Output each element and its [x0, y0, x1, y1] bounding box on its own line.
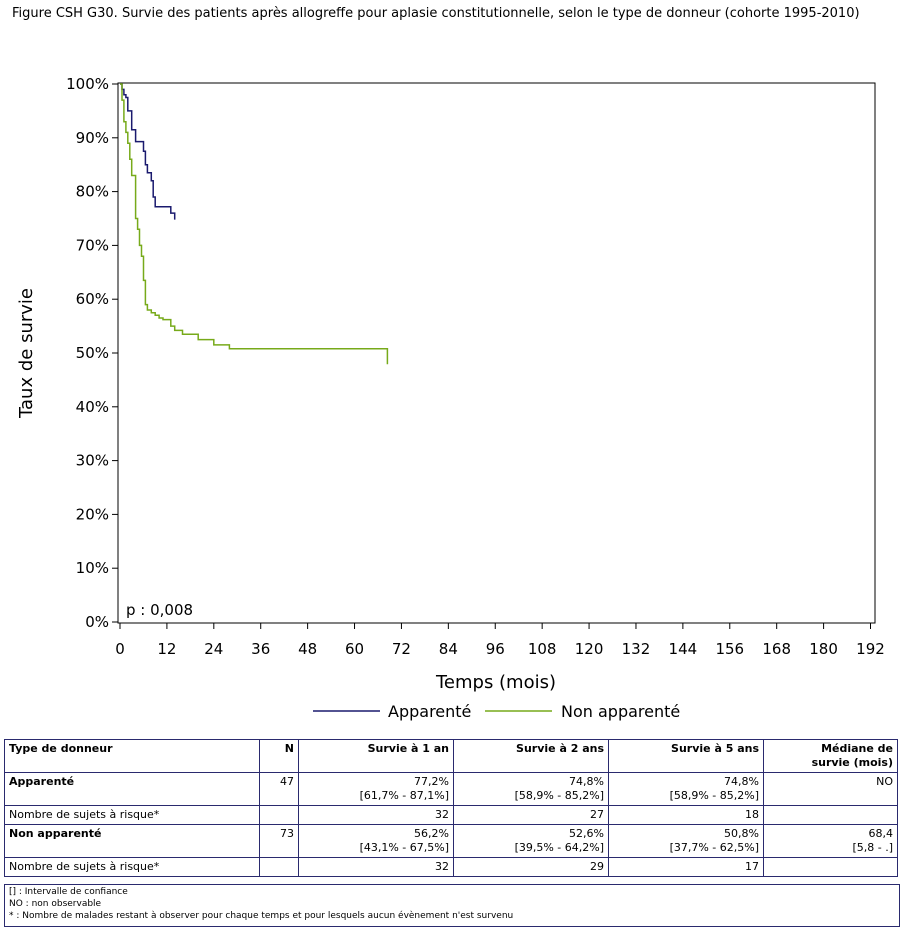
- plot-area: [117, 82, 876, 624]
- x-axis: 0 12 24 36 48 60 72 84 96 108 120 132 144 156 168 180 19…: [115, 623, 885, 658]
- empty-cell: [259, 805, 299, 825]
- series-line-2: [120, 83, 389, 365]
- table-header-row: Type de donneur N Survie à 1 an Survie à…: [4, 739, 898, 773]
- group-n: 47: [259, 772, 299, 806]
- table-row: Apparenté 47 77,2% [61,7% - 87,1%] 74,8%[…: [4, 772, 898, 806]
- y-tick-label: 100%: [66, 75, 109, 93]
- empty-cell: [259, 857, 299, 877]
- header-n: N: [259, 739, 299, 773]
- x-tick-label: 96: [486, 640, 505, 658]
- header-donor-type: Type de donneur: [4, 739, 260, 773]
- table-row: Nombre de sujets à risque* 32 29 17: [4, 857, 898, 877]
- x-tick-label: 192: [856, 640, 885, 658]
- legend-label: Non apparenté: [561, 702, 680, 721]
- risk-2y: 27: [453, 805, 609, 825]
- group-n: 73: [259, 824, 299, 858]
- table-notes: [] : Intervalle de confiance NO : non ob…: [4, 884, 900, 927]
- y-axis-title: Taux de survie: [16, 288, 37, 419]
- p-value-annotation: p : 0,008: [126, 601, 193, 619]
- x-tick-label: 60: [345, 640, 364, 658]
- y-tick-label: 50%: [76, 344, 109, 362]
- y-tick-label: 30%: [76, 452, 109, 470]
- x-tick-label: 180: [809, 640, 838, 658]
- legend: Apparenté Non apparenté: [313, 702, 680, 721]
- risk-label: Nombre de sujets à risque*: [4, 857, 260, 877]
- x-tick-label: 120: [575, 640, 604, 658]
- x-tick-label: 132: [622, 640, 651, 658]
- header-median: Médiane de survie (mois): [763, 739, 898, 773]
- x-tick-label: 144: [669, 640, 698, 658]
- y-axis: 0% 10% 20% 30% 40% 50% 60% 70% 80% 90% 100%: [66, 75, 118, 631]
- x-tick-label: 24: [204, 640, 223, 658]
- x-tick-label: 168: [762, 640, 791, 658]
- median-cell: NO: [763, 772, 898, 806]
- group-name: Apparenté: [4, 772, 260, 806]
- surv-2y-cell: 52,6% [39,5% - 64,2%]: [453, 824, 609, 858]
- x-tick-label: 72: [392, 640, 411, 658]
- empty-cell: [763, 805, 898, 825]
- legend-label: Apparenté: [388, 702, 471, 721]
- y-tick-label: 20%: [76, 505, 109, 523]
- risk-5y: 18: [608, 805, 764, 825]
- x-axis-title: Temps (mois): [435, 672, 556, 693]
- y-tick-label: 60%: [76, 290, 109, 308]
- header-surv-1y: Survie à 1 an: [298, 739, 454, 773]
- series-line-1: [120, 83, 176, 220]
- y-tick-label: 90%: [76, 129, 109, 147]
- note-risk: * : Nombre de malades restant à observer…: [9, 911, 514, 921]
- note-no: NO : non observable: [9, 899, 102, 909]
- y-tick-label: 80%: [76, 183, 109, 201]
- risk-2y: 29: [453, 857, 609, 877]
- y-tick-label: 70%: [76, 236, 109, 254]
- surv-5y-cell: 74,8% [58,9% - 85,2%]: [608, 772, 764, 806]
- survival-chart: 0% 10% 20% 30% 40% 50% 60% 70% 80% 90% 100% 0 12 24 3…: [16, 75, 885, 721]
- x-tick-label: 48: [298, 640, 317, 658]
- note-ci: [] : Intervalle de confiance: [9, 887, 128, 897]
- x-tick-label: 84: [439, 640, 458, 658]
- risk-label: Nombre de sujets à risque*: [4, 805, 260, 825]
- risk-5y: 17: [608, 857, 764, 877]
- x-tick-label: 0: [115, 640, 125, 658]
- table-row: Nombre de sujets à risque* 32 27 18: [4, 805, 898, 825]
- x-tick-label: 108: [528, 640, 557, 658]
- survival-table: Type de donneur N Survie à 1 an Survie à…: [4, 739, 898, 877]
- x-tick-label: 36: [251, 640, 270, 658]
- risk-1y: 32: [298, 857, 454, 877]
- x-tick-label: 12: [157, 640, 176, 658]
- surv-1y-cell: 77,2% [61,7% - 87,1%]: [298, 772, 454, 806]
- surv-2y-cell: 74,8% [58,9% - 85,2%]: [453, 772, 609, 806]
- empty-cell: [763, 857, 898, 877]
- y-tick-label: 0%: [85, 613, 109, 631]
- x-tick-label: 156: [715, 640, 744, 658]
- header-surv-2y: Survie à 2 ans: [453, 739, 609, 773]
- median-cell: 68,4 [5,8 - .]: [763, 824, 898, 858]
- y-tick-label: 10%: [76, 559, 109, 577]
- header-surv-5y: Survie à 5 ans: [608, 739, 764, 773]
- group-name: Non apparenté: [4, 824, 260, 858]
- surv-5y-cell: 50,8% [37,7% - 62,5%]: [608, 824, 764, 858]
- y-tick-label: 40%: [76, 398, 109, 416]
- table-row: Non apparenté 73 56,2% [43,1% - 67,5%] 52…: [4, 824, 898, 858]
- surv-1y-cell: 56,2% [43,1% - 67,5%]: [298, 824, 454, 858]
- risk-1y: 32: [298, 805, 454, 825]
- figure-title: Figure CSH G30. Survie des patients aprè…: [12, 6, 860, 21]
- series-layer: [120, 83, 389, 365]
